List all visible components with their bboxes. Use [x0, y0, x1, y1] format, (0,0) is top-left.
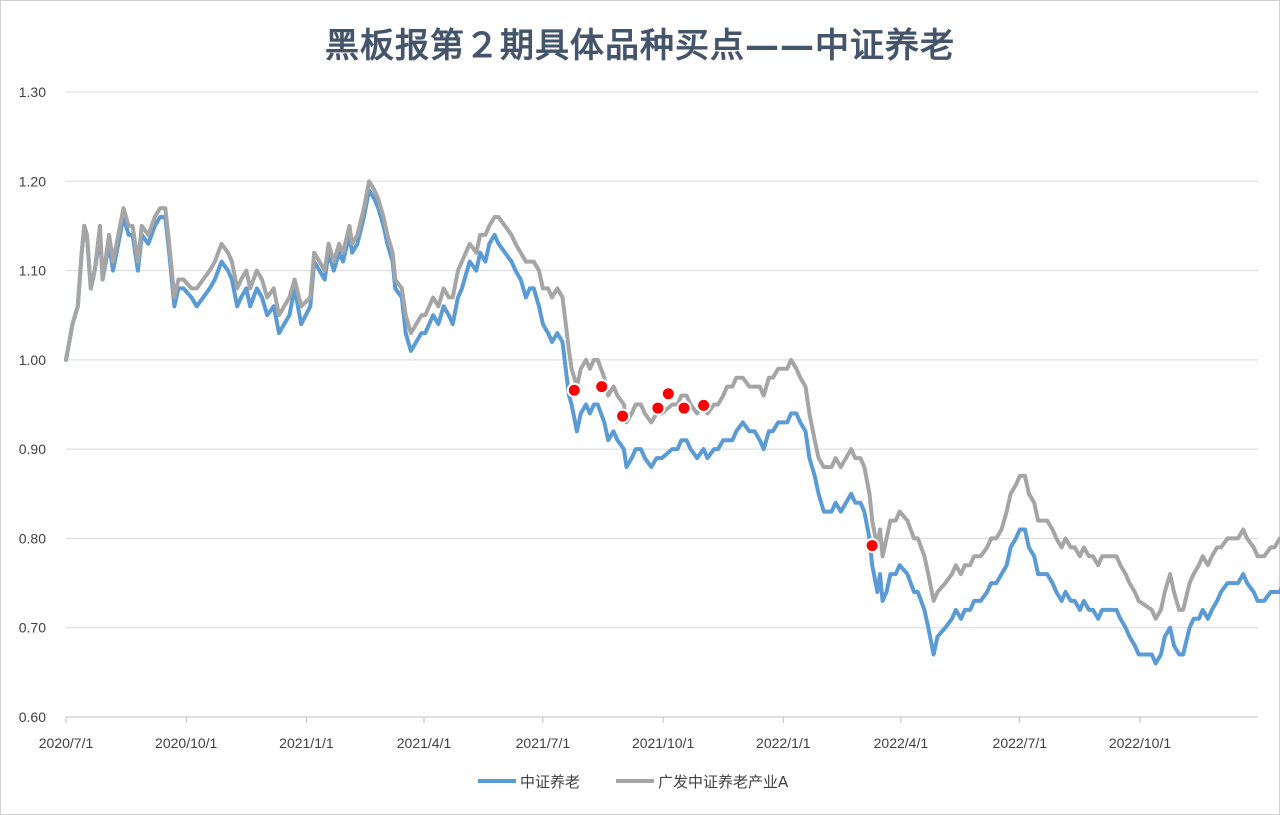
series-line-index [64, 188, 1280, 666]
series-line-fund [64, 179, 1280, 621]
buy-point-marker [566, 382, 582, 398]
y-tick-label: 1.00 [19, 352, 46, 368]
legend: 中证养老 广发中证养老产业A [478, 773, 789, 791]
buy-point-marker [676, 400, 692, 416]
x-tick-label: 2020/7/1 [39, 735, 94, 751]
buy-point-markers [566, 379, 880, 554]
y-tick-label: 0.60 [19, 709, 46, 725]
y-tick-label: 0.90 [19, 441, 46, 457]
x-tick-label: 2021/10/1 [632, 735, 694, 751]
x-tick-label: 2020/10/1 [155, 735, 217, 751]
x-tick-label: 2021/1/1 [279, 735, 334, 751]
gridlines [66, 91, 1258, 629]
buy-point-marker [696, 397, 712, 413]
x-tick-label: 2022/7/1 [993, 735, 1048, 751]
axes: 0.60 0.70 0.80 0.90 1.00 1.10 1.20 1.30 2020/7/1… [19, 84, 1258, 751]
buy-point-marker [594, 379, 610, 395]
x-tick-label: 2022/1/1 [756, 735, 811, 751]
legend-label: 广发中证养老产业A [658, 773, 789, 791]
y-tick-label: 0.80 [19, 530, 46, 546]
x-tick-label: 2021/7/1 [516, 735, 571, 751]
x-tick-label: 2021/4/1 [397, 735, 452, 751]
y-tick-label: 1.10 [19, 263, 46, 279]
series-lines [64, 179, 1280, 666]
y-tick-label: 0.70 [19, 620, 46, 636]
y-tick-label: 1.30 [19, 84, 46, 100]
chart-title: 黑板报第２期具体品种买点——中证养老 [325, 26, 955, 66]
x-tick-label: 2022/4/1 [874, 735, 929, 751]
y-tick-label: 1.20 [19, 173, 46, 189]
buy-point-marker [660, 386, 676, 402]
legend-label: 中证养老 [520, 773, 580, 791]
x-tick-label: 2022/10/1 [1109, 735, 1171, 751]
buy-point-marker [864, 538, 880, 554]
buy-point-marker [650, 400, 666, 416]
buy-point-marker [615, 408, 631, 424]
